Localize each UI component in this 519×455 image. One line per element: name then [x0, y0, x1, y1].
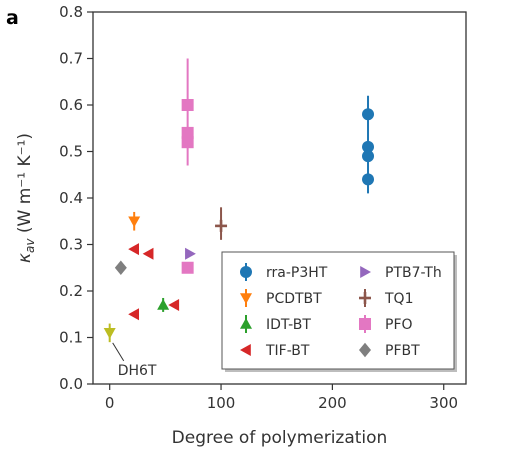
legend-item: PCDTBT [240, 289, 322, 307]
data-point [362, 150, 375, 163]
data-point [181, 99, 194, 111]
legend-marker [240, 344, 251, 356]
series-pfbt [114, 260, 127, 275]
data-point [181, 136, 194, 149]
data-point [181, 126, 194, 139]
legend: rra-P3HT PCDTBT IDT-BT TIF-BT PTB7-Th TQ1 PFO P… [221, 251, 457, 372]
x-tick-label: 200 [318, 394, 347, 412]
legend-item: PFO [359, 315, 413, 333]
legend-marker [240, 293, 252, 304]
series-idt-bt [157, 297, 170, 312]
x-tick-label: 0 [105, 394, 115, 412]
legend-item: TIF-BT [240, 343, 310, 359]
data-point [157, 298, 170, 310]
x-axis-label: Degree of polymerization [172, 428, 388, 448]
legend-item: PTB7-Th [360, 265, 442, 281]
data-point [128, 308, 139, 321]
y-tick-label: 0.2 [59, 282, 83, 300]
legend-marker [359, 318, 371, 330]
x-tick-label: 300 [429, 394, 458, 412]
series-pcdtbt [128, 211, 141, 231]
legend-marker [359, 292, 371, 304]
legend-label: PTB7-Th [385, 265, 442, 281]
x-tick-label: 100 [207, 394, 236, 412]
series-pfo [181, 58, 194, 274]
data-point [362, 108, 375, 121]
series-tif-bt [128, 243, 180, 321]
data-marks [103, 58, 375, 343]
panel-label: a [6, 7, 19, 29]
data-point [362, 140, 375, 153]
data-point [168, 298, 180, 311]
legend-item: PFBT [359, 342, 420, 359]
y-axis-label-subscript: av [23, 238, 37, 253]
legend-marker [360, 266, 371, 278]
data-point [142, 247, 154, 260]
legend-label: rra-P3HT [266, 265, 328, 281]
series-unlabeled-8 [103, 323, 116, 343]
y-axis-label: κav (W m⁻¹ K⁻¹) [15, 133, 37, 263]
annotation-label: DH6T [118, 363, 157, 379]
axis-ticks: 0 100 200 300 0.0 0.1 0.2 0.3 0.4 0.5 0.6 0.7 0.8 [59, 3, 458, 412]
data-point [114, 260, 127, 275]
y-tick-label: 0.8 [59, 3, 83, 21]
series-tq1 [215, 207, 228, 240]
data-point [215, 219, 228, 232]
series-rra-p3ht [362, 95, 375, 194]
data-point [128, 216, 141, 228]
legend-item: TQ1 [359, 289, 413, 307]
data-point [128, 243, 139, 256]
legend-label: PFO [385, 317, 413, 333]
data-point [185, 247, 196, 260]
y-tick-label: 0.0 [59, 375, 83, 393]
legend-box [221, 251, 455, 370]
legend-label: TIF-BT [265, 343, 310, 359]
y-tick-label: 0.5 [59, 143, 83, 161]
legend-item: rra-P3HT [240, 263, 328, 281]
legend-label: TQ1 [384, 291, 413, 307]
annotation-leader [112, 342, 125, 362]
y-tick-label: 0.7 [59, 50, 83, 68]
y-tick-label: 0.3 [59, 236, 83, 254]
legend-label: PFBT [385, 343, 420, 359]
legend-marker [240, 266, 252, 278]
annotation: DH6T [112, 342, 157, 379]
data-point [181, 261, 194, 274]
legend-item: IDT-BT [240, 315, 311, 333]
y-axis-label-symbol: κ [15, 253, 35, 263]
data-point [103, 328, 116, 339]
y-tick-label: 0.1 [59, 329, 83, 347]
legend-label: IDT-BT [266, 317, 311, 333]
data-point [362, 173, 375, 186]
y-tick-label: 0.6 [59, 96, 83, 114]
series-ptb7-th [185, 247, 196, 260]
legend-marker [359, 342, 371, 358]
y-tick-label: 0.4 [59, 189, 83, 207]
y-axis-label-units: (W m⁻¹ K⁻¹) [15, 133, 35, 239]
legend-marker [240, 318, 252, 329]
legend-label: PCDTBT [266, 291, 322, 307]
